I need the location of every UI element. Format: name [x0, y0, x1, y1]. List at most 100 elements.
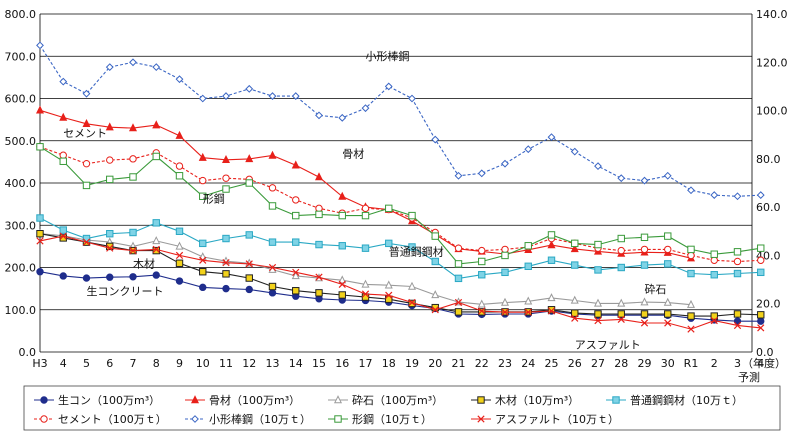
data-point [570, 147, 579, 156]
data-point [106, 156, 114, 164]
x-tick-label: 26 [568, 357, 582, 370]
data-point [617, 298, 626, 307]
data-point [105, 122, 114, 131]
legend-marker [190, 395, 200, 404]
data-point [82, 234, 91, 243]
data-point [454, 171, 463, 180]
data-point [59, 151, 67, 159]
data-point [524, 296, 533, 305]
data-point [175, 277, 184, 285]
legend-marker [191, 415, 199, 423]
data-point [454, 260, 463, 268]
data-point [664, 260, 672, 268]
data-point [477, 299, 486, 308]
data-point [129, 155, 137, 163]
data-point [59, 112, 68, 121]
legend-marker [612, 396, 620, 404]
legend-label: 生コン（100万m³） [58, 393, 160, 407]
data-point [175, 162, 184, 170]
data-point [686, 299, 696, 308]
data-point [222, 259, 230, 267]
data-point [292, 196, 300, 204]
x-tick-label: 2 [711, 357, 718, 370]
data-point [315, 273, 323, 281]
data-point [222, 270, 230, 278]
data-point [733, 192, 742, 201]
data-point [268, 92, 277, 100]
data-point [59, 232, 67, 240]
data-point [733, 321, 742, 330]
x-tick-label: 25 [545, 357, 559, 370]
data-point [663, 171, 672, 180]
data-point [571, 314, 579, 322]
data-point [36, 230, 44, 238]
series-line [39, 146, 761, 265]
data-point [152, 63, 161, 72]
series-4 [36, 214, 765, 283]
data-point [59, 157, 67, 165]
data-point [291, 160, 300, 169]
legend-marker [40, 396, 48, 404]
data-point [152, 152, 160, 161]
data-point [198, 152, 207, 161]
data-point [640, 233, 649, 242]
data-point [36, 268, 44, 276]
legend-item: 砕石（100万m³） [328, 393, 443, 407]
data-point [106, 273, 114, 281]
x-tick-label: 15 [312, 357, 326, 370]
legend-label: セメント（100万ｔ） [58, 413, 167, 426]
x-tick-label: 30 [661, 357, 675, 370]
data-point [36, 143, 44, 151]
data-point [478, 307, 486, 315]
legend-marker [334, 415, 342, 423]
data-point [385, 239, 393, 248]
data-point [594, 240, 602, 249]
data-point [478, 246, 486, 255]
annotation-label: アスファルト [575, 338, 641, 351]
data-point [385, 291, 393, 299]
series-8 [36, 232, 765, 333]
data-point [687, 251, 695, 260]
data-point [268, 282, 277, 291]
legend-label: 形鋼（10万ｔ） [352, 412, 432, 426]
x-tick-label: 4 [757, 357, 764, 370]
data-point [152, 271, 160, 279]
data-point [338, 242, 346, 250]
data-point [524, 242, 532, 250]
data-point [664, 232, 672, 240]
legend-label: 小形棒鋼（10万ｔ） [209, 412, 311, 426]
legend: 生コン（100万m³） 骨材（100万m³） 砕石（100万m³） 木材（10万m³）… [23, 385, 781, 431]
data-point [407, 281, 417, 290]
data-point [315, 210, 323, 219]
data-point [664, 245, 672, 254]
data-point [175, 241, 184, 250]
data-point [292, 238, 300, 246]
data-point [687, 312, 695, 320]
data-point [593, 298, 603, 307]
data-point [59, 77, 68, 86]
data-point [547, 256, 556, 264]
data-point [35, 105, 45, 114]
data-point [408, 298, 416, 307]
series-line [39, 217, 761, 279]
data-point [175, 251, 184, 260]
data-point [478, 308, 486, 316]
data-point [221, 154, 231, 163]
x-tick-label: 20 [428, 357, 442, 370]
data-point [245, 84, 254, 93]
x-tick-label: 28 [614, 357, 628, 370]
data-point [82, 119, 91, 128]
data-point [454, 308, 463, 316]
data-point [687, 325, 695, 333]
data-point [384, 82, 393, 91]
data-point [431, 303, 439, 312]
data-point [571, 309, 579, 317]
data-point [710, 250, 718, 258]
data-point [431, 135, 440, 144]
data-point [152, 236, 161, 245]
data-point [245, 179, 253, 187]
legend-label: 砕石（100万m³） [352, 393, 443, 407]
legend-label: 普通鋼鋼材（10万ｔ） [630, 393, 743, 407]
